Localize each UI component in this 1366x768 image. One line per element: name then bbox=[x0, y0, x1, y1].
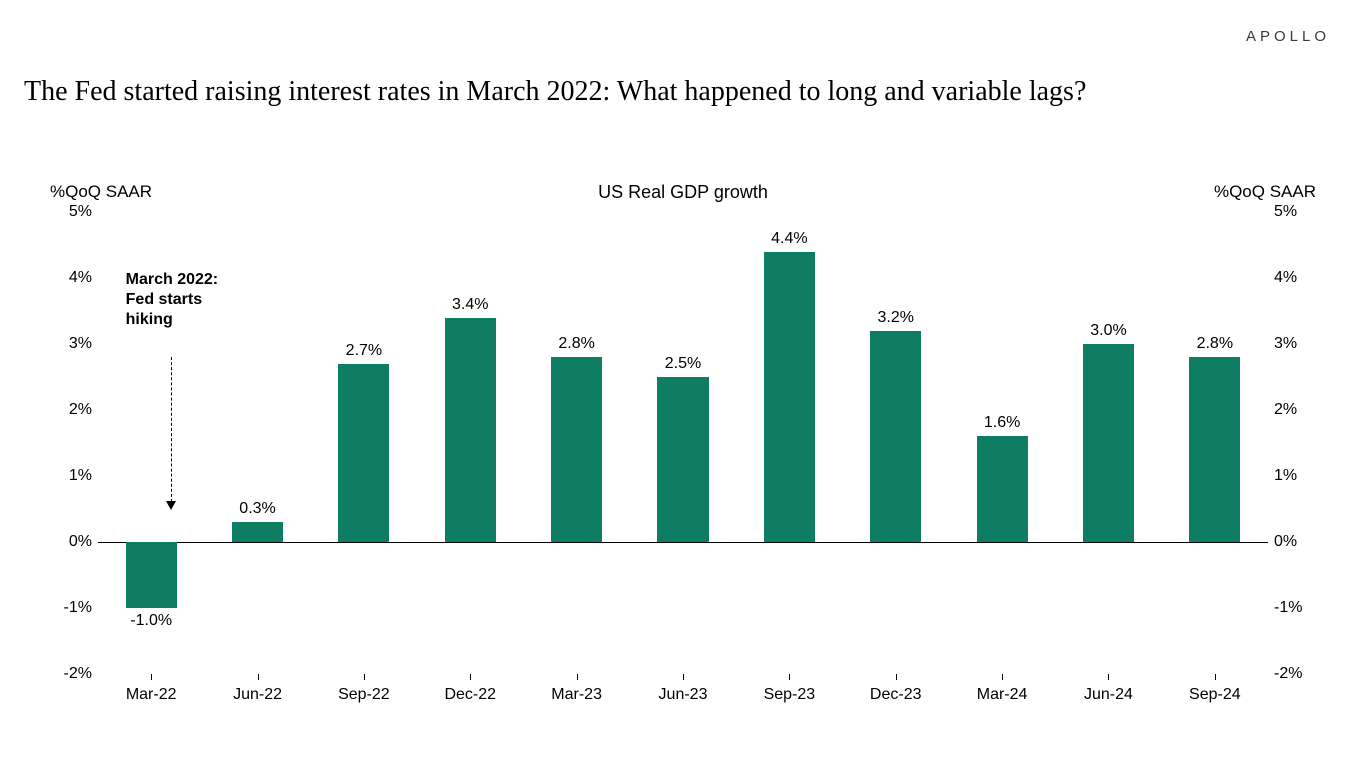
y-tick-right: 5% bbox=[1274, 204, 1316, 220]
y-tick-right: 4% bbox=[1274, 270, 1316, 286]
x-tick-mark bbox=[1215, 674, 1216, 680]
x-tick-label: Sep-22 bbox=[338, 686, 390, 704]
y-tick-left: 0% bbox=[50, 534, 92, 550]
x-tick-label: Mar-22 bbox=[126, 686, 177, 704]
y-tick-left: 5% bbox=[50, 204, 92, 220]
x-tick-mark bbox=[470, 674, 471, 680]
x-tick-mark bbox=[789, 674, 790, 680]
x-tick-mark bbox=[896, 674, 897, 680]
y-axis-label-right: %QoQ SAAR bbox=[1214, 182, 1316, 202]
x-tick-label: Jun-24 bbox=[1084, 686, 1133, 704]
brand-logo: APOLLO bbox=[1246, 28, 1330, 45]
bar-value-label: 3.4% bbox=[452, 296, 488, 314]
bar-value-label: 2.5% bbox=[665, 355, 701, 373]
page: APOLLO The Fed started raising interest … bbox=[0, 0, 1366, 768]
y-tick-right: 3% bbox=[1274, 336, 1316, 352]
annotation-arrow bbox=[171, 357, 172, 502]
x-tick-label: Jun-23 bbox=[659, 686, 708, 704]
y-tick-right: 0% bbox=[1274, 534, 1316, 550]
bar bbox=[126, 542, 177, 608]
bar-value-label: 2.8% bbox=[558, 335, 594, 353]
bar bbox=[870, 331, 921, 542]
bar-value-label: 2.7% bbox=[346, 342, 382, 360]
x-tick-label: Dec-22 bbox=[444, 686, 496, 704]
x-tick-mark bbox=[258, 674, 259, 680]
y-tick-left: -1% bbox=[50, 600, 92, 616]
x-tick-mark bbox=[1002, 674, 1003, 680]
bar bbox=[338, 364, 389, 542]
y-tick-right: -2% bbox=[1274, 666, 1316, 682]
y-tick-left: 3% bbox=[50, 336, 92, 352]
x-tick-mark bbox=[1108, 674, 1109, 680]
bar-value-label: 0.3% bbox=[239, 500, 275, 518]
zero-axis-line bbox=[98, 542, 1268, 543]
bar bbox=[232, 522, 283, 542]
y-tick-right: 2% bbox=[1274, 402, 1316, 418]
x-tick-label: Mar-24 bbox=[977, 686, 1028, 704]
y-tick-right: 1% bbox=[1274, 468, 1316, 484]
x-tick-label: Jun-22 bbox=[233, 686, 282, 704]
x-tick-label: Sep-24 bbox=[1189, 686, 1241, 704]
bar-value-label: 4.4% bbox=[771, 230, 807, 248]
y-tick-right: -1% bbox=[1274, 600, 1316, 616]
page-title: The Fed started raising interest rates i… bbox=[24, 74, 1342, 109]
annotation-arrow-head bbox=[166, 501, 176, 510]
bar bbox=[977, 436, 1028, 542]
bar-value-label: 1.6% bbox=[984, 414, 1020, 432]
x-tick-mark bbox=[683, 674, 684, 680]
x-tick-label: Dec-23 bbox=[870, 686, 922, 704]
x-tick-label: Mar-23 bbox=[551, 686, 602, 704]
y-tick-left: 4% bbox=[50, 270, 92, 286]
bar bbox=[445, 318, 496, 542]
bar bbox=[764, 252, 815, 542]
gdp-chart: %QoQ SAAR US Real GDP growth %QoQ SAAR -… bbox=[50, 170, 1316, 728]
x-tick-label: Sep-23 bbox=[764, 686, 816, 704]
bar-value-label: 3.2% bbox=[877, 309, 913, 327]
chart-title: US Real GDP growth bbox=[50, 182, 1316, 203]
bar-value-label: 2.8% bbox=[1197, 335, 1233, 353]
bar bbox=[551, 357, 602, 542]
annotation-fed-hiking: March 2022: Fed starts hiking bbox=[126, 270, 219, 330]
x-tick-mark bbox=[577, 674, 578, 680]
bar bbox=[657, 377, 708, 542]
x-tick-mark bbox=[151, 674, 152, 680]
bar bbox=[1189, 357, 1240, 542]
bar-value-label: 3.0% bbox=[1090, 322, 1126, 340]
bar-value-label: -1.0% bbox=[130, 612, 172, 630]
plot-area: -2%-2%-1%-1%0%0%1%1%2%2%3%3%4%4%5%5%-1.0… bbox=[98, 212, 1268, 674]
y-tick-left: 2% bbox=[50, 402, 92, 418]
y-tick-left: -2% bbox=[50, 666, 92, 682]
x-tick-mark bbox=[364, 674, 365, 680]
bar bbox=[1083, 344, 1134, 542]
y-tick-left: 1% bbox=[50, 468, 92, 484]
